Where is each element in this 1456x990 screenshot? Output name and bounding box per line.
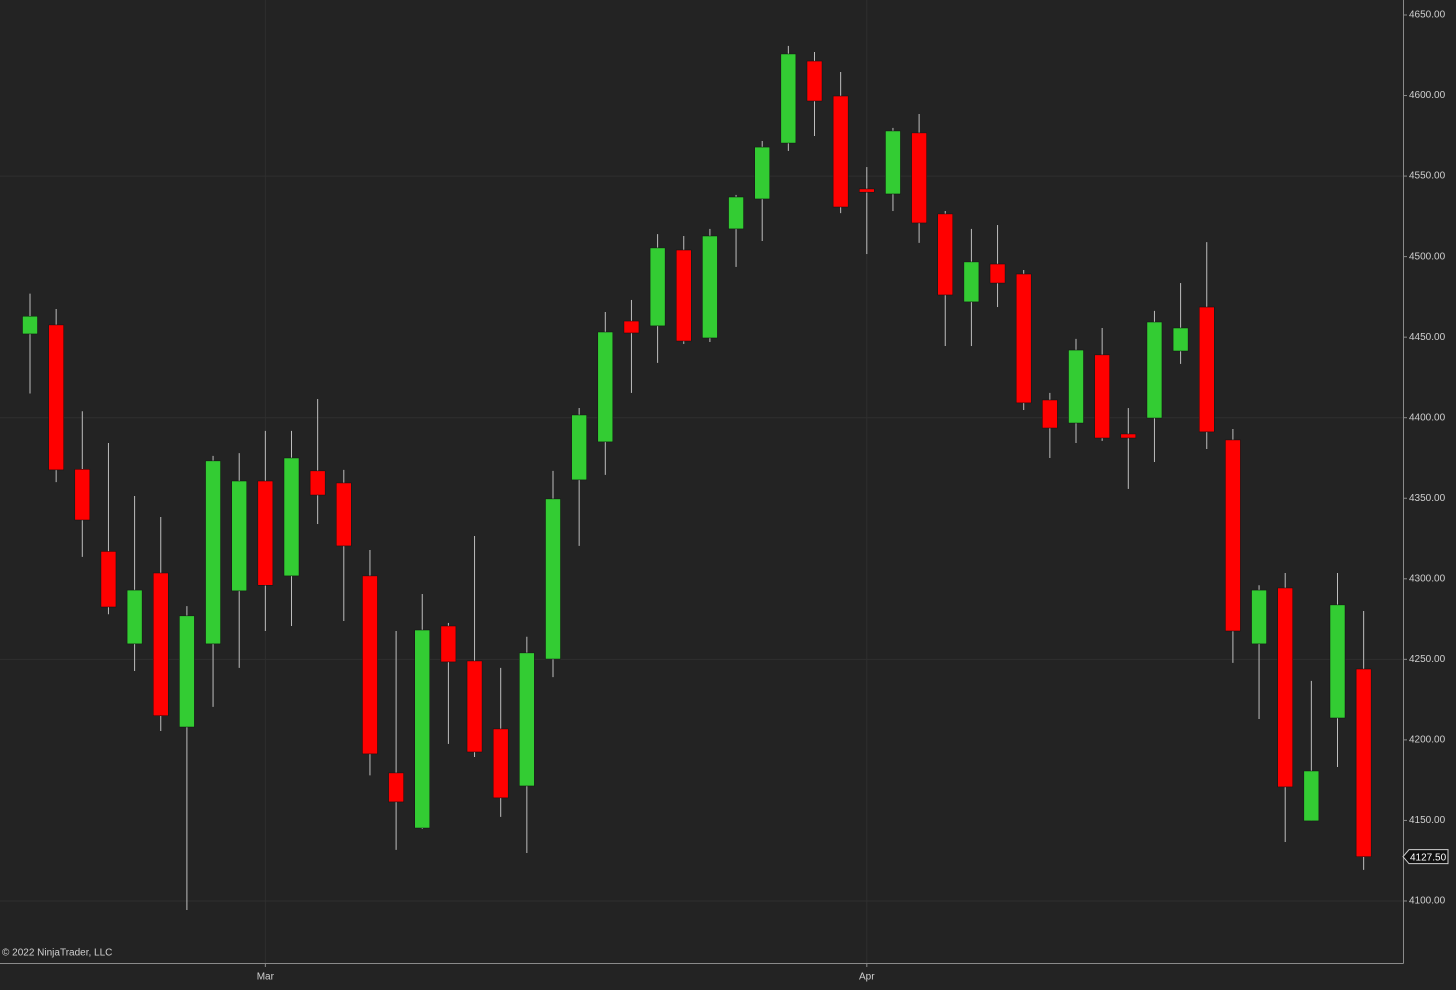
candle-body (519, 652, 535, 787)
candle-body (257, 480, 274, 586)
candle-body (1094, 354, 1110, 439)
candle-body (676, 249, 692, 342)
y-tick-label: 4650.00 (1409, 10, 1446, 21)
candle-body (1146, 321, 1163, 419)
candle-body (205, 460, 221, 645)
candle-body (1015, 273, 1032, 404)
candle-body (989, 263, 1006, 284)
candle-body (48, 324, 64, 471)
candle-body (492, 728, 509, 799)
candle-body (126, 589, 143, 645)
y-tick-label: 4100.00 (1409, 896, 1446, 907)
candle-body (1329, 604, 1346, 719)
candle-body (911, 132, 927, 224)
candle-body (937, 213, 953, 296)
candle-body (466, 660, 483, 753)
candle-body (1120, 433, 1137, 439)
candle-body (597, 331, 614, 443)
last-price-label: 4127.50 (1410, 852, 1447, 863)
y-tick-label: 4200.00 (1409, 735, 1446, 746)
y-tick-label: 4550.00 (1409, 171, 1446, 182)
candle-body (74, 469, 91, 521)
candle-body (963, 261, 980, 303)
y-tick-label: 4600.00 (1409, 90, 1446, 101)
candle-body (623, 320, 640, 334)
y-tick-label: 4400.00 (1409, 412, 1446, 423)
candle-body (649, 247, 666, 327)
candle-body (754, 146, 770, 200)
candle-body (728, 196, 744, 230)
candle-body (22, 315, 38, 335)
candle-body (859, 188, 875, 193)
candle-body (179, 615, 195, 728)
candle-body (1042, 399, 1058, 429)
candle-body (702, 235, 718, 339)
candle-body (1172, 327, 1189, 352)
candle-body (832, 95, 849, 208)
candle-body (806, 60, 823, 102)
candle-body (388, 772, 404, 803)
candle-body (1355, 668, 1372, 857)
y-tick-label: 4250.00 (1409, 654, 1446, 665)
x-tick-label: Mar (257, 972, 275, 983)
candle-body (100, 551, 117, 608)
candle-body (1199, 306, 1215, 433)
candle-body (336, 482, 352, 547)
candle-body (362, 575, 378, 755)
candle-body (1225, 439, 1241, 632)
candle-body (1303, 770, 1320, 822)
candle-body (153, 572, 169, 716)
copyright: © 2022 NinjaTrader, LLC (2, 948, 112, 959)
candle-body (309, 470, 326, 496)
candle-body (571, 414, 587, 481)
y-tick-label: 4300.00 (1409, 573, 1446, 584)
candle-body (545, 498, 561, 660)
candle-body (885, 130, 901, 195)
candle-body (283, 457, 300, 577)
candle-body (1068, 349, 1084, 424)
candle-body (440, 625, 457, 663)
candle-body (780, 53, 797, 144)
y-tick-label: 4350.00 (1409, 493, 1446, 504)
y-tick-label: 4450.00 (1409, 332, 1446, 343)
x-tick-label: Apr (859, 972, 875, 983)
y-tick-label: 4500.00 (1409, 251, 1446, 262)
last-price-marker (1402, 849, 1449, 865)
y-tick-label: 4150.00 (1409, 815, 1446, 826)
candle-body (1251, 589, 1267, 645)
candle-body (414, 629, 430, 829)
candle-body (231, 480, 247, 592)
candle-body (1277, 587, 1293, 788)
